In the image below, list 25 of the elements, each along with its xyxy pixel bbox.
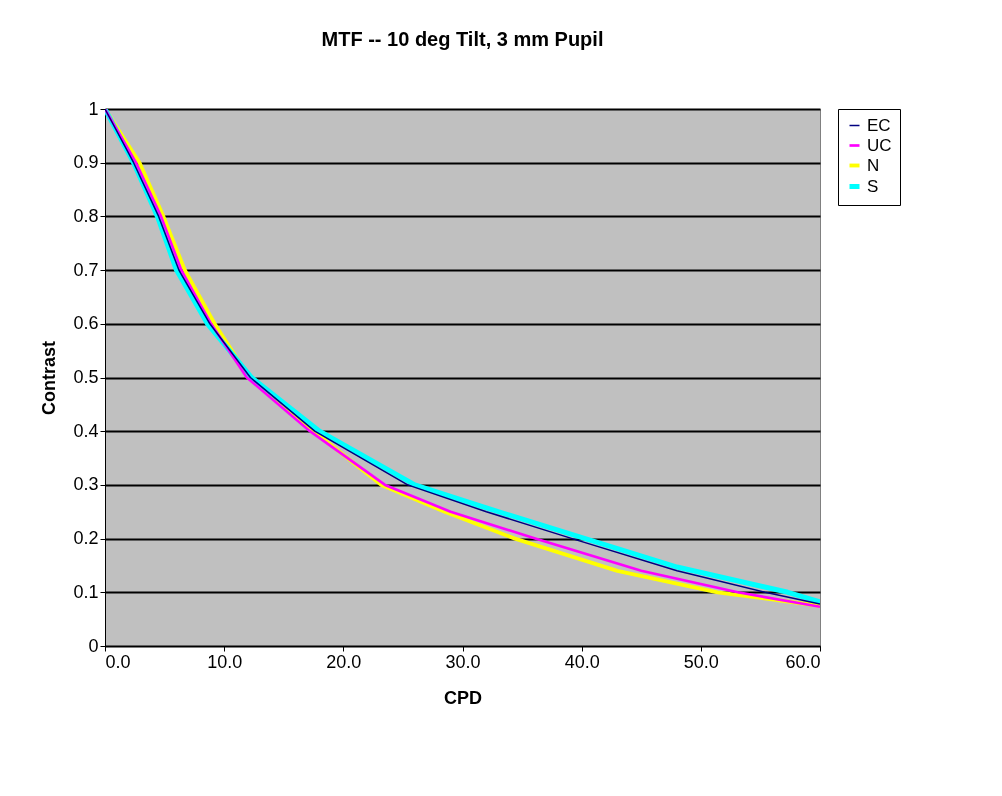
y-tick-label: 0.9 [73, 152, 99, 173]
x-tick-label: 50.0 [683, 651, 719, 672]
y-axis-title: Contrast [39, 340, 60, 416]
y-tick-label: 0.3 [73, 474, 99, 495]
y-tick-label: 0.1 [73, 581, 99, 602]
y-tick-label: 0 [88, 635, 99, 656]
x-tick-label: 10.0 [207, 651, 243, 672]
legend-label: EC [867, 115, 891, 135]
x-tick-label: 40.0 [564, 651, 600, 672]
y-tick-label: 0.6 [73, 313, 99, 334]
legend-label: S [867, 176, 879, 196]
legend-label: N [867, 155, 880, 175]
y-tick-label: 0.8 [73, 205, 99, 226]
legend-label: UC [867, 135, 892, 155]
x-tick-label: 60.0 [785, 651, 821, 672]
y-tick-label: 1 [88, 98, 99, 119]
x-tick-label: 20.0 [326, 651, 362, 672]
x-tick-label: 0.0 [105, 651, 131, 672]
y-tick-label: 0.5 [73, 367, 99, 387]
chart-title: MTF -- 10 deg Tilt, 3 mm Pupil [321, 28, 604, 50]
y-tick-label: 0.4 [73, 420, 99, 441]
y-tick-label: 0.2 [73, 528, 99, 549]
x-axis-title: CPD [443, 687, 483, 708]
y-tick-label: 0.7 [73, 259, 99, 280]
x-tick-label: 30.0 [445, 651, 481, 672]
